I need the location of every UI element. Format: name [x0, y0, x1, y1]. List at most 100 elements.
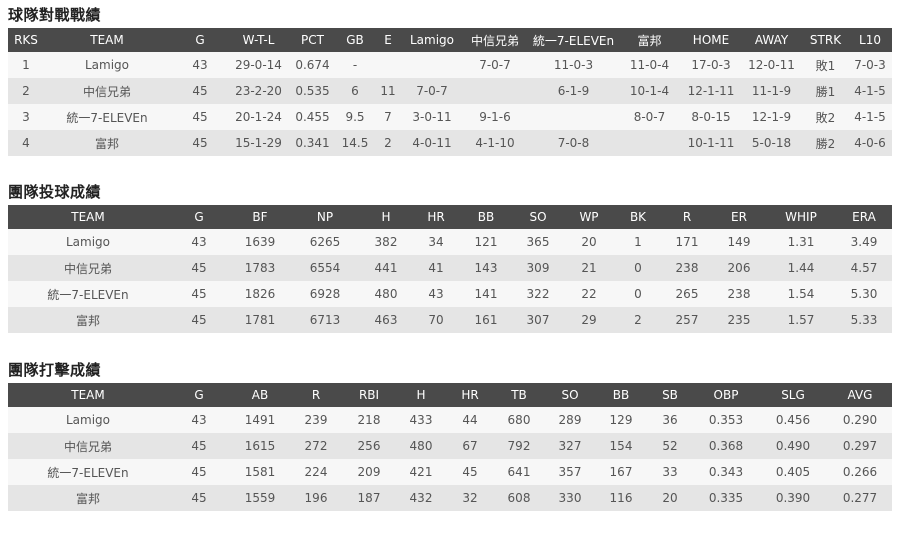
table-cell: 45 [170, 78, 230, 104]
table-cell: 196 [290, 485, 342, 511]
table-cell: 238 [712, 281, 766, 307]
table-cell: 2 [8, 78, 44, 104]
table-cell: - [338, 52, 372, 78]
table-cell: 45 [168, 485, 230, 511]
table-cell: 10-1-11 [682, 130, 740, 156]
table-cell: 45 [168, 255, 230, 281]
table-cell: 161 [460, 307, 512, 333]
table-cell: 9.5 [338, 104, 372, 130]
table-row: 中信兄弟 45 1783 6554 441 41 143 309 21 0 238 206 1.44 4.… [8, 255, 892, 281]
table-cell: 11-0-3 [530, 52, 617, 78]
table-cell: 1.57 [766, 307, 836, 333]
table-cell: 67 [446, 433, 494, 459]
table-cell: 143 [460, 255, 512, 281]
table-cell: 365 [512, 229, 564, 255]
table-cell: 206 [712, 255, 766, 281]
table-row: 3 統一7-ELEVEn 45 20-1-24 0.455 9.5 7 3-0-11 9-1-6… [8, 104, 892, 130]
table-cell: 4-1-10 [460, 130, 530, 156]
table-cell: 608 [494, 485, 544, 511]
table-cell: 敗1 [803, 52, 848, 78]
table-row: 中信兄弟 45 1615 272 256 480 67 792 327 154 52 0.368 0.4… [8, 433, 892, 459]
table-cell: 129 [596, 407, 646, 433]
table-cell: 463 [360, 307, 412, 333]
table-cell: 1.54 [766, 281, 836, 307]
column-header: PCT [287, 28, 338, 52]
table-cell: 421 [396, 459, 446, 485]
table-cell: 5.33 [836, 307, 892, 333]
table-row: 1 Lamigo 43 29-0-14 0.674-7-0-7 11-0-3 11-0-4 1… [8, 52, 892, 78]
column-header: G [168, 383, 230, 407]
table-cell: 3.49 [836, 229, 892, 255]
table-cell: 0.341 [287, 130, 338, 156]
column-header: STRK [803, 28, 848, 52]
column-header: ERA [836, 205, 892, 229]
table-cell: 1615 [230, 433, 290, 459]
table-cell: 統一7-ELEVEn [44, 104, 170, 130]
table-cell: 70 [412, 307, 460, 333]
table-cell: 4-0-11 [404, 130, 460, 156]
table-cell: 41 [412, 255, 460, 281]
table-cell: 1639 [230, 229, 290, 255]
column-header: TEAM [44, 28, 170, 52]
table-cell: 7-0-7 [460, 52, 530, 78]
table-cell: 0.390 [758, 485, 828, 511]
table-cell: 327 [544, 433, 596, 459]
table-row: 富邦 45 1781 6713 463 70 161 307 29 2 257 235 1.57 5.33 [8, 307, 892, 333]
table-cell: 6928 [290, 281, 360, 307]
table-cell: 680 [494, 407, 544, 433]
column-header: HR [412, 205, 460, 229]
table-cell: 0.266 [828, 459, 892, 485]
column-header: R [662, 205, 712, 229]
column-header: G [170, 28, 230, 52]
table-cell: 322 [512, 281, 564, 307]
table-cell: 14.5 [338, 130, 372, 156]
table-cell: 121 [460, 229, 512, 255]
table-cell: 171 [662, 229, 712, 255]
table-cell: 218 [342, 407, 396, 433]
table-cell: 167 [596, 459, 646, 485]
table-cell: 209 [342, 459, 396, 485]
table-cell [372, 52, 404, 78]
table-cell: 43 [412, 281, 460, 307]
table-cell: 6265 [290, 229, 360, 255]
table-cell: 富邦 [44, 130, 170, 156]
table-cell: 中信兄弟 [8, 433, 168, 459]
table-cell: 45 [168, 307, 230, 333]
table-cell: 5-0-18 [740, 130, 803, 156]
table-cell: 357 [544, 459, 596, 485]
column-header: TEAM [8, 205, 168, 229]
table-cell: 154 [596, 433, 646, 459]
column-header: HOME [682, 28, 740, 52]
table-cell: 43 [168, 407, 230, 433]
table-cell: 統一7-ELEVEn [8, 281, 168, 307]
table-cell: 6713 [290, 307, 360, 333]
table-cell: 265 [662, 281, 712, 307]
table-cell: 2 [614, 307, 662, 333]
table-cell: 1 [8, 52, 44, 78]
table-cell: 289 [544, 407, 596, 433]
table-cell: 0.368 [694, 433, 758, 459]
table-cell: 34 [412, 229, 460, 255]
column-header: AWAY [740, 28, 803, 52]
table-cell: 29 [564, 307, 614, 333]
table-cell [460, 78, 530, 104]
column-header: SB [646, 383, 694, 407]
table-cell: 3-0-11 [404, 104, 460, 130]
table-cell: 6 [338, 78, 372, 104]
table-cell: 272 [290, 433, 342, 459]
table-cell: 2 [372, 130, 404, 156]
table-cell: 9-1-6 [460, 104, 530, 130]
table-cell: 238 [662, 255, 712, 281]
table-cell: 20 [564, 229, 614, 255]
column-header: GB [338, 28, 372, 52]
table-cell: 309 [512, 255, 564, 281]
table-cell: 0.353 [694, 407, 758, 433]
table-cell: 149 [712, 229, 766, 255]
table-cell: 641 [494, 459, 544, 485]
column-header: L10 [848, 28, 892, 52]
table-cell: 富邦 [8, 485, 168, 511]
table-cell: 45 [170, 130, 230, 156]
column-header: H [396, 383, 446, 407]
table-cell: 256 [342, 433, 396, 459]
table-cell: 4-0-6 [848, 130, 892, 156]
